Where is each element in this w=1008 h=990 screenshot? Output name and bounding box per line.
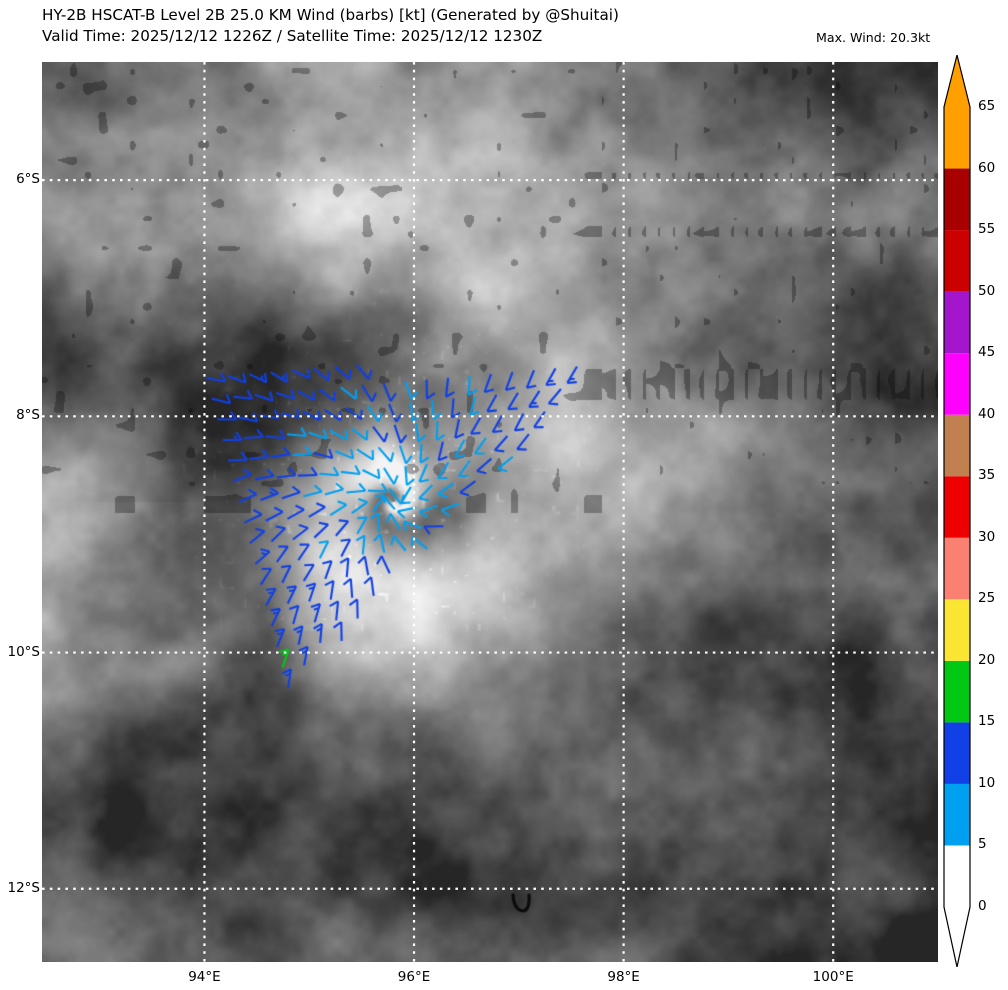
colorbar-tick-label: 60	[978, 159, 996, 176]
colorbar-segment	[944, 660, 970, 723]
y-axis-tick-label: 8°S	[16, 407, 40, 424]
colorbar-tick-label: 65	[978, 98, 996, 114]
colorbar-segment	[944, 722, 970, 784]
colorbar-tick-label: 35	[978, 467, 996, 484]
colorbar-segment	[944, 291, 970, 354]
colorbar-segment	[944, 845, 970, 907]
colorbar-segment	[944, 353, 970, 415]
colorbar-tick-label: 50	[978, 282, 996, 299]
page-subtitle: Valid Time: 2025/12/12 1226Z / Satellite…	[42, 27, 543, 45]
colorbar-segment	[944, 599, 970, 661]
page-title: HY-2B HSCAT-B Level 2B 25.0 KM Wind (bar…	[42, 6, 619, 24]
colorbar-tick-label: 0	[978, 898, 987, 914]
colorbar-segment	[944, 414, 970, 477]
max-wind-label: Max. Wind: 20.3kt	[816, 30, 931, 45]
colorbar-under-arrow	[944, 907, 970, 967]
y-axis-tick-label: 12°S	[7, 879, 41, 896]
x-axis-tick-label: 94°E	[188, 969, 221, 985]
y-axis-tick-label: 6°S	[16, 171, 40, 188]
colorbar-tick-label: 20	[978, 651, 996, 668]
colorbar-tick-label: 55	[978, 221, 996, 238]
wind-barb-layer	[42, 62, 938, 962]
x-axis-tick-label: 100°E	[812, 969, 854, 985]
colorbar	[940, 55, 976, 967]
x-axis-tick-label: 96°E	[397, 969, 431, 985]
colorbar-segment	[944, 107, 970, 169]
colorbar-tick-label: 45	[978, 344, 996, 361]
graticule-gridlines	[42, 62, 938, 962]
colorbar-segment	[944, 537, 970, 600]
y-axis-tick-label: 10°S	[7, 643, 41, 660]
colorbar-tick-label: 40	[978, 405, 996, 422]
colorbar-segment	[944, 783, 970, 846]
header: HY-2B HSCAT-B Level 2B 25.0 KM Wind (bar…	[0, 0, 1008, 62]
colorbar-segment	[944, 230, 970, 292]
x-axis-tick-label: 98°E	[607, 969, 640, 985]
colorbar-over-arrow	[944, 55, 970, 107]
colorbar-outline	[943, 55, 971, 967]
colorbar-segment	[944, 476, 970, 538]
colorbar-tick-label: 15	[978, 713, 996, 730]
map-plot-area	[42, 62, 938, 962]
colorbar-segment	[944, 168, 970, 231]
colorbar-tick-label: 5	[978, 836, 987, 853]
colorbar-tick-label: 10	[978, 774, 996, 791]
colorbar-tick-label: 30	[978, 528, 996, 545]
colorbar-tick-label: 25	[978, 590, 996, 607]
